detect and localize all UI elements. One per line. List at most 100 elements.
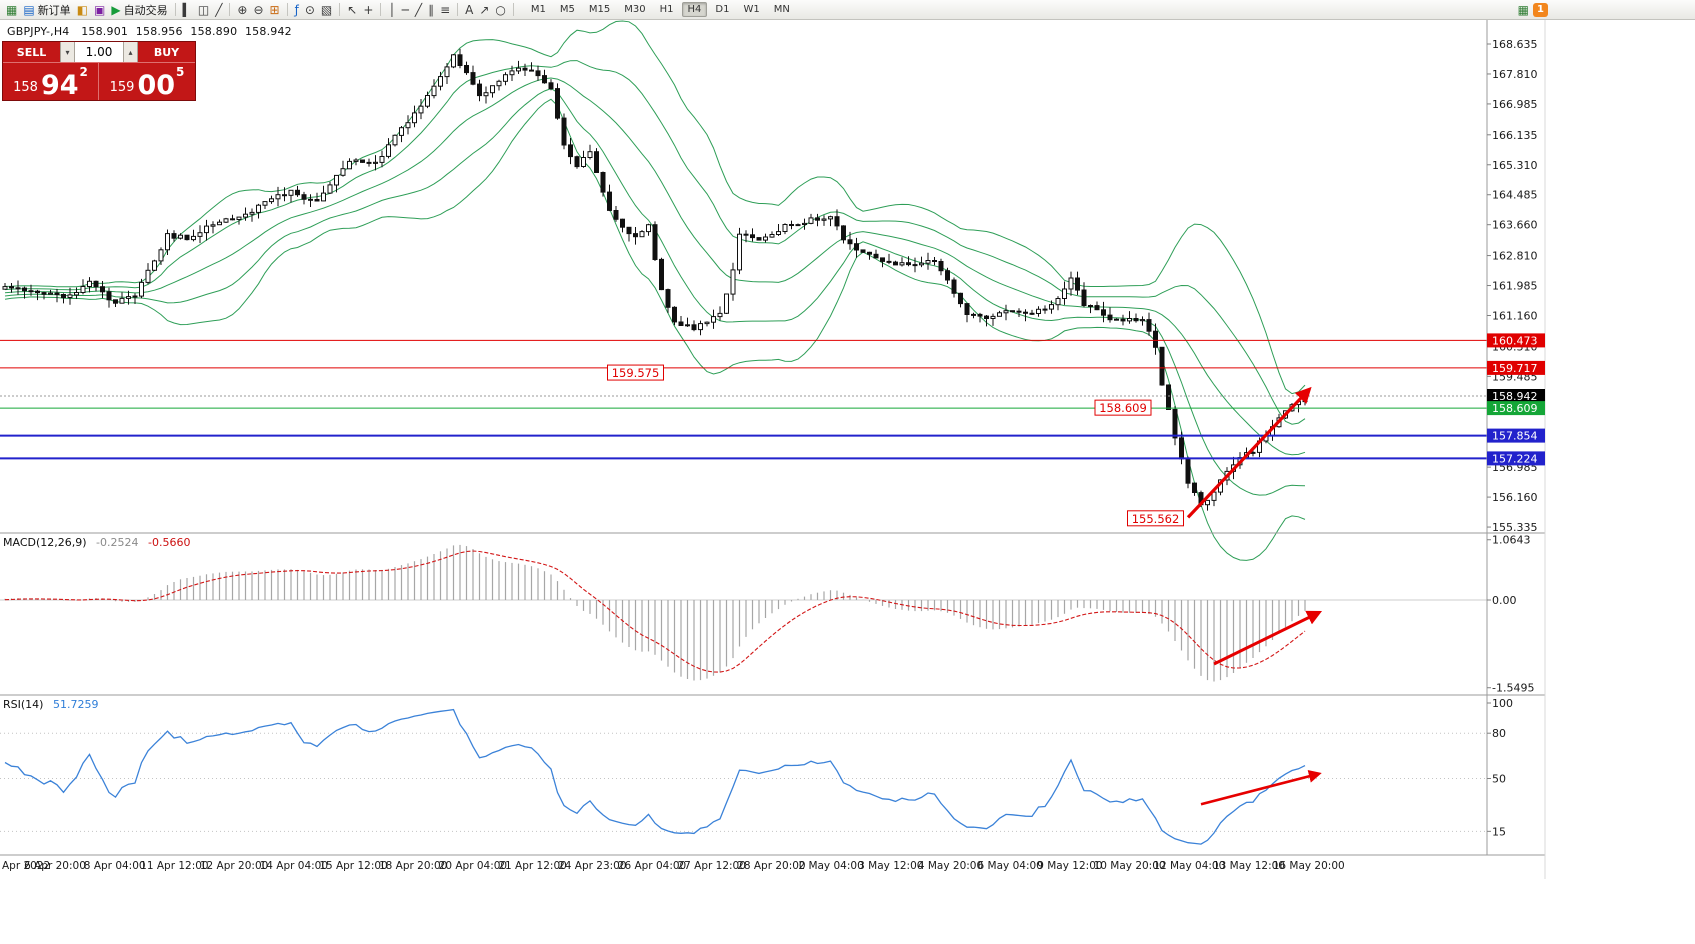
svg-text:50: 50 — [1492, 773, 1506, 786]
order-panel-top-row: SELL ▾ ▴ BUY — [3, 42, 195, 62]
timeframe-d1-button[interactable]: D1 — [715, 4, 730, 15]
svg-text:-1.5495: -1.5495 — [1492, 682, 1534, 695]
svg-text:155.335: 155.335 — [1492, 521, 1538, 534]
timeframe-m15-button[interactable]: M15 — [588, 4, 611, 15]
buy-price-base: 159 — [109, 80, 135, 95]
timeframe-m30-button[interactable]: M30 — [624, 4, 646, 15]
buy-price-button[interactable]: 159 00 5 — [99, 63, 195, 100]
toolbar-periods-button[interactable]: ⊙ — [302, 1, 318, 18]
svg-text:159.575: 159.575 — [612, 366, 660, 380]
svg-text:168.635: 168.635 — [1492, 38, 1538, 51]
toolbar-candlestick-chart-button[interactable]: ◫ — [195, 1, 212, 18]
chart-window-icon[interactable]: ▦ — [1517, 2, 1529, 17]
toolbar-tile-windows-button[interactable]: ⊞ — [267, 1, 283, 18]
periods-icon: ⊙ — [304, 2, 315, 17]
svg-text:11 Apr 12:00: 11 Apr 12:00 — [140, 860, 208, 872]
toolbar-new-order-button[interactable]: ▤ 新订单 — [20, 1, 73, 18]
toolbar-groups: ▦ ▤ 新订单 ◧ ▣ ▶ 自动交易 ▍ ◫ ╱ ⊕ ⊖ ⊞ ƒ ⊙ ▧ ↖ + │ ─ ╱ ∥ ≡ A ↗ ○ — [3, 1, 518, 18]
timeframe-h1-button[interactable]: H1 — [659, 4, 674, 15]
bollinger-bands — [4, 20, 1306, 561]
svg-text:164.485: 164.485 — [1492, 189, 1538, 202]
sell-price-button[interactable]: 158 94 2 — [3, 63, 99, 100]
sell-price-base: 158 — [13, 80, 38, 95]
sell-price-pip: 2 — [79, 65, 88, 79]
timeframe-mn-button[interactable]: MN — [773, 4, 790, 15]
trend-arrows[interactable] — [1186, 386, 1323, 806]
toolbar-autotrading-button[interactable]: ▶ 自动交易 — [108, 1, 170, 18]
bar-chart-icon: ▍ — [182, 2, 192, 17]
toolbar-separator — [174, 3, 176, 16]
toolbar-indicators-button[interactable]: ƒ — [292, 1, 302, 18]
svg-text:166.985: 166.985 — [1492, 98, 1538, 111]
horizontal-line-icon: ─ — [401, 2, 409, 17]
toolbar-cursor-button[interactable]: ↖ — [344, 1, 360, 18]
svg-text:156.160: 156.160 — [1492, 491, 1538, 504]
price-annotations[interactable]: 159.575 158.609 155.562 — [607, 364, 1184, 527]
timeframe-m1-button[interactable]: M1 — [530, 4, 546, 15]
svg-text:9 May 12:00: 9 May 12:00 — [1037, 860, 1102, 872]
macd-histogram — [4, 544, 1306, 682]
fibonacci-icon: ≡ — [440, 2, 451, 17]
svg-text:163.660: 163.660 — [1492, 219, 1538, 232]
sell-price-big: 94 — [40, 70, 79, 102]
sell-button[interactable]: SELL — [16, 45, 47, 59]
toolbar-separator — [380, 3, 382, 16]
svg-text:15 Apr 12:00: 15 Apr 12:00 — [319, 860, 387, 872]
toolbar-shapes-button[interactable]: ○ — [492, 1, 508, 18]
buy-button[interactable]: BUY — [153, 45, 180, 59]
svg-text:10 May 20:00: 10 May 20:00 — [1094, 860, 1166, 872]
volume-decrease-button[interactable]: ▾ — [60, 42, 75, 62]
text-tool-icon: A — [465, 2, 474, 17]
svg-text:13 May 12:00: 13 May 12:00 — [1213, 860, 1285, 872]
timeframe-w1-button[interactable]: W1 — [743, 4, 760, 15]
toolbar-templates-button[interactable]: ▧ — [318, 1, 335, 18]
toolbar-zoom-in-button[interactable]: ⊕ — [234, 1, 250, 18]
zoom-in-icon: ⊕ — [237, 2, 248, 17]
toolbar-right: ▦ 1 — [1517, 2, 1695, 17]
toolbar-separator — [339, 3, 341, 16]
svg-text:162.810: 162.810 — [1492, 250, 1538, 263]
volume-increase-button[interactable]: ▴ — [123, 42, 138, 62]
toolbar-arrow-object-button[interactable]: ↗ — [476, 1, 492, 18]
timeframe-h4-button[interactable]: H4 — [681, 2, 708, 17]
notification-badge[interactable]: 1 — [1533, 2, 1548, 17]
timeframe-m5-button[interactable]: M5 — [559, 4, 575, 15]
svg-text:12 Apr 20:00: 12 Apr 20:00 — [200, 860, 268, 872]
toolbar-navigator-button[interactable]: ▣ — [91, 1, 108, 18]
toolbar-fibonacci-button[interactable]: ≡ — [437, 1, 453, 18]
toolbar-horizontal-line-button[interactable]: ─ — [399, 1, 412, 18]
toolbar-vertical-line-button[interactable]: │ — [385, 1, 398, 18]
price-scale[interactable]: 168.635 167.810 166.985 166.135 165.310 164.4… — [1487, 38, 1545, 838]
toolbar-trendline-button[interactable]: ╱ — [412, 1, 425, 18]
svg-text:160.473: 160.473 — [1492, 334, 1538, 347]
svg-text:21 Apr 12:00: 21 Apr 12:00 — [498, 860, 566, 872]
toolbar-separator — [512, 3, 514, 16]
svg-text:6 May 04:00: 6 May 04:00 — [978, 860, 1043, 872]
toolbar-crosshair-button[interactable]: + — [360, 1, 376, 18]
svg-text:28 Apr 20:00: 28 Apr 20:00 — [737, 860, 805, 872]
toolbar-zoom-out-button[interactable]: ⊖ — [250, 1, 266, 18]
cursor-icon: ↖ — [347, 2, 358, 17]
templates-icon: ▧ — [320, 2, 333, 17]
chart-canvas[interactable]: 168.635 167.810 166.985 166.135 165.310 164.4… — [0, 19, 1695, 879]
toolbar-new-chart-button[interactable]: ▦ — [3, 1, 20, 18]
svg-text:12 May 04:00: 12 May 04:00 — [1153, 860, 1225, 872]
svg-text:155.562: 155.562 — [1132, 512, 1180, 526]
svg-text:158.942: 158.942 — [1492, 390, 1538, 403]
toolbar-text-tool-button[interactable]: A — [462, 1, 476, 18]
equidistant-channel-icon: ∥ — [428, 2, 435, 17]
volume-input[interactable] — [75, 42, 123, 62]
tile-windows-icon: ⊞ — [269, 2, 280, 17]
autotrading-icon: ▶ — [111, 2, 121, 17]
svg-text:80: 80 — [1492, 727, 1506, 740]
svg-text:159.717: 159.717 — [1492, 362, 1538, 375]
buy-price-big: 00 — [137, 70, 176, 102]
navigator-icon: ▣ — [94, 2, 106, 17]
toolbar-market-watch-button[interactable]: ◧ — [74, 1, 91, 18]
toolbar: ▦ ▤ 新订单 ◧ ▣ ▶ 自动交易 ▍ ◫ ╱ ⊕ ⊖ ⊞ ƒ ⊙ ▧ ↖ + │ ─ ╱ ∥ ≡ A ↗ ○ M1 M5 M15 M… — [0, 0, 1695, 20]
toolbar-equidistant-channel-button[interactable]: ∥ — [425, 1, 437, 18]
horizontal-level-lines[interactable] — [0, 339, 1487, 460]
toolbar-line-chart-button[interactable]: ╱ — [212, 1, 225, 18]
toolbar-bar-chart-button[interactable]: ▍ — [180, 1, 195, 18]
